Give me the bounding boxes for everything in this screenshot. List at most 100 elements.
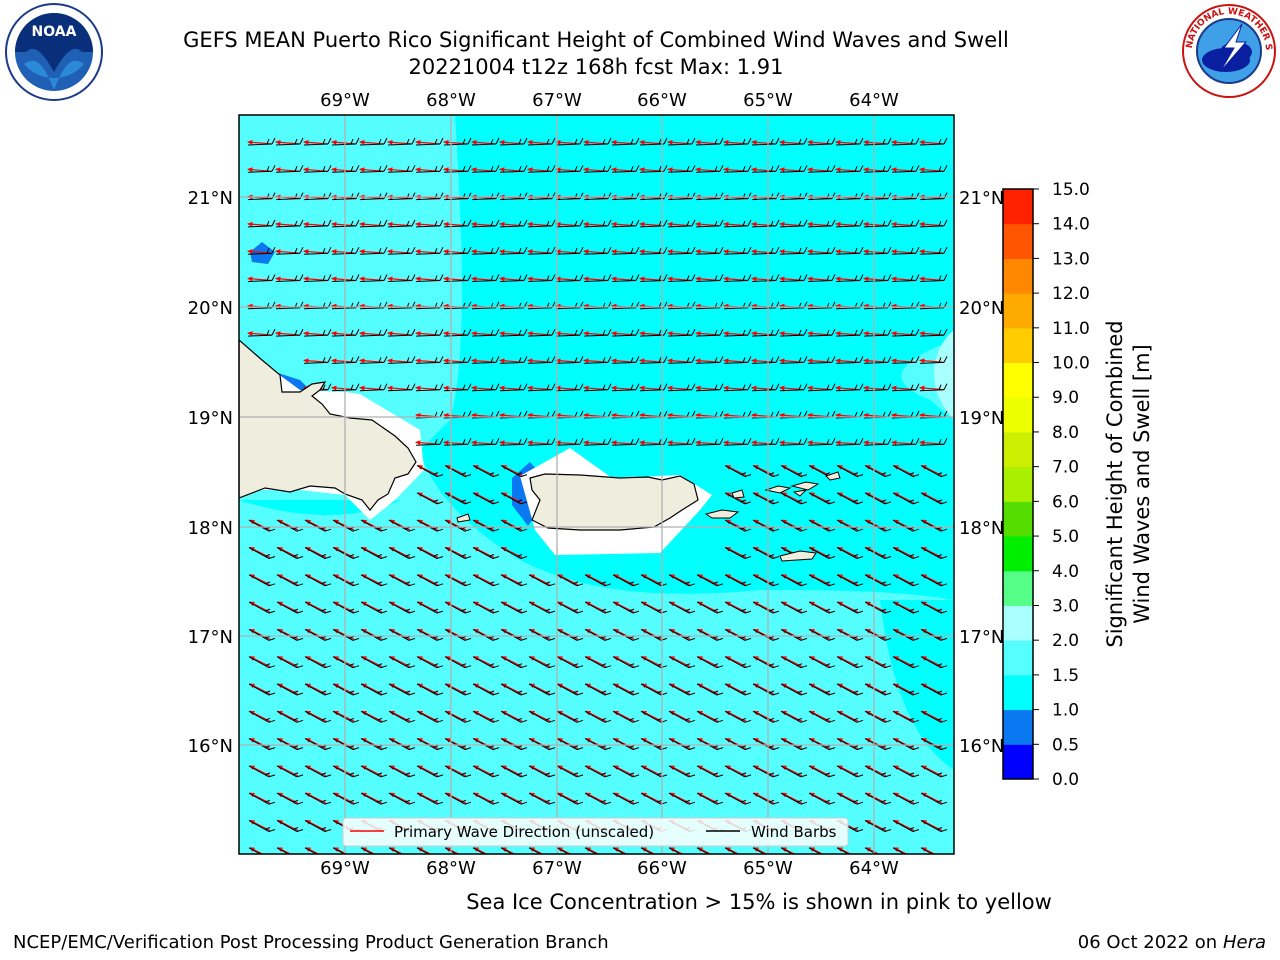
colorbar-tick-label: 0.0	[1052, 770, 1079, 790]
wave-direction-arrow-head	[331, 139, 337, 145]
wind-barb	[864, 492, 892, 505]
wave-direction-arrow-head	[331, 249, 337, 254]
wind-barb	[247, 246, 276, 255]
wind-barb	[752, 492, 780, 505]
wave-direction-arrow-head	[751, 385, 757, 391]
map-frame	[238, 114, 955, 855]
wind-barb	[556, 765, 584, 778]
wave-direction-arrow-head	[499, 385, 505, 391]
wind-barb	[864, 820, 892, 832]
wave-direction-arrow-head	[331, 276, 337, 282]
wind-barb	[667, 274, 696, 282]
wind-barb	[359, 274, 388, 282]
wave-direction-arrow-head	[359, 358, 365, 364]
wave-direction-arrow-head	[611, 331, 617, 336]
wind-barb	[920, 628, 948, 641]
wind-barb	[304, 710, 332, 723]
wind-barb	[416, 628, 444, 641]
wind-barb	[303, 137, 332, 146]
wind-barb	[472, 683, 500, 696]
wave-direction-arrow-head	[303, 331, 309, 336]
colorbar-segment	[1003, 466, 1033, 502]
colorbar-tick-label: 7.0	[1052, 458, 1079, 478]
wave-direction-arrow-head	[807, 385, 813, 391]
wind-barb	[723, 246, 752, 255]
wind-barb	[752, 792, 780, 805]
wind-barb	[892, 601, 920, 614]
wind-barb	[247, 274, 276, 282]
colorbar-tick-label: 8.0	[1052, 423, 1079, 443]
wind-barb	[248, 574, 276, 587]
wind-barb	[611, 219, 640, 228]
wind-barb	[304, 820, 332, 832]
colorbar-tick-label: 3.0	[1052, 596, 1079, 616]
wind-barb	[808, 628, 836, 641]
wave-direction-arrow-head	[415, 276, 421, 282]
wave-direction-arrow-head	[639, 276, 645, 282]
wind-barb	[696, 628, 724, 641]
wind-barb	[415, 219, 444, 228]
wind-barb	[724, 738, 752, 751]
wind-barb	[416, 601, 444, 614]
wave-direction-arrow-head	[807, 139, 813, 145]
lon-label-bottom: 67°W	[532, 858, 582, 879]
lat-label-left: 19°N	[188, 408, 233, 429]
wind-barb	[639, 274, 668, 282]
wave-direction-arrow-head	[359, 276, 365, 282]
wave-direction-arrow-head	[807, 221, 813, 227]
wind-barb	[500, 547, 528, 559]
wind-barb	[919, 246, 948, 255]
wave-direction-arrow-head	[499, 167, 505, 173]
wave-direction-arrow-head	[611, 440, 617, 446]
wind-barb	[331, 165, 360, 173]
wave-direction-arrow-head	[695, 358, 701, 364]
wind-barb	[555, 356, 584, 364]
colorbar-tick-label: 12.0	[1052, 284, 1090, 304]
wave-direction-arrow-head	[359, 139, 365, 145]
wave-direction-arrow-head	[863, 167, 869, 173]
noaa-logo-icon: NOAA	[5, 3, 103, 101]
wave-direction-arrow-head	[583, 385, 589, 391]
colorbar-tick-label: 1.0	[1052, 701, 1079, 721]
wind-barb	[555, 219, 584, 228]
wind-barb	[444, 656, 472, 669]
wind-barb	[723, 383, 752, 392]
wind-barb	[472, 547, 500, 559]
wave-direction-arrow-head	[695, 221, 701, 227]
wind-barb	[304, 656, 332, 669]
wind-barb	[807, 438, 836, 446]
wind-barb	[332, 547, 360, 559]
wind-barb	[304, 683, 332, 696]
wind-barb	[584, 574, 612, 587]
wave-direction-arrow-head	[499, 249, 505, 254]
wind-barb	[808, 574, 836, 587]
wind-barb	[443, 356, 472, 364]
wind-barb	[751, 356, 780, 364]
wind-barb	[500, 738, 528, 751]
wave-direction-arrow-head	[527, 385, 533, 391]
wind-barb	[499, 383, 528, 392]
wind-barb	[332, 628, 360, 641]
wind-barb	[360, 683, 388, 696]
wave-direction-arrow-head	[695, 440, 701, 446]
lat-label-right: 16°N	[959, 736, 1004, 757]
wind-barb	[752, 765, 780, 778]
wind-barb	[808, 738, 836, 751]
wind-barb	[863, 356, 892, 364]
wind-barb	[471, 356, 500, 364]
wind-barb	[443, 438, 472, 446]
wind-barb	[388, 792, 416, 805]
wave-direction-arrow-head	[443, 276, 449, 282]
wind-barb	[527, 165, 556, 173]
wind-barb	[415, 165, 444, 173]
wave-direction-arrow-head	[415, 440, 421, 446]
wind-barb	[472, 765, 500, 778]
wave-direction-arrow-head	[863, 358, 869, 364]
colorbar: 0.0 0.5 1.0 1.5 2.0 3.0 4.0 5.0 6.0 7.0 8.0 9.0 10.0…	[1002, 180, 1154, 790]
wind-barb	[555, 438, 584, 446]
wind-barb	[583, 383, 612, 392]
wind-barb	[388, 710, 416, 723]
wind-barb	[919, 219, 948, 228]
wind-barb	[667, 438, 696, 446]
wave-direction-arrow-head	[611, 358, 617, 364]
